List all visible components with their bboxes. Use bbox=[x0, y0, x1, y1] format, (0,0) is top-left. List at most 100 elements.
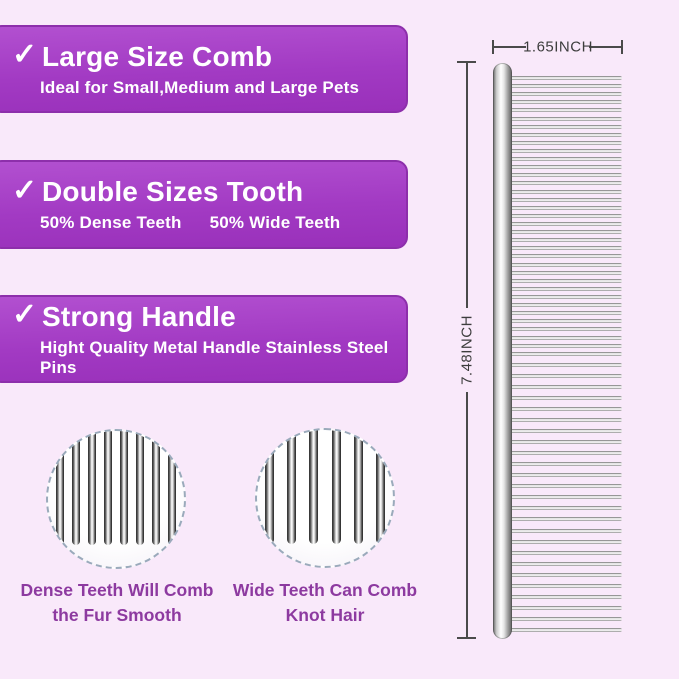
comb-tooth bbox=[508, 396, 622, 401]
comb-tooth bbox=[508, 352, 622, 356]
checkmark-icon: ✓ bbox=[12, 173, 38, 207]
comb-pin bbox=[152, 431, 160, 545]
comb-pin bbox=[72, 431, 80, 545]
comb-tooth bbox=[508, 385, 622, 390]
comb-tooth bbox=[508, 262, 622, 267]
comb-tooth bbox=[508, 189, 622, 194]
comb-tooth bbox=[508, 539, 622, 544]
comb-tooth bbox=[508, 294, 622, 299]
width-dim-tick-left bbox=[492, 40, 494, 54]
comb-tooth bbox=[508, 319, 622, 324]
comb-tooth bbox=[508, 286, 622, 291]
dense-pins-group bbox=[48, 431, 184, 567]
comb-tooth bbox=[508, 550, 622, 555]
width-dim-tick-right bbox=[621, 40, 623, 54]
comb-tooth bbox=[508, 76, 622, 80]
comb-tooth bbox=[508, 132, 622, 137]
comb-pin bbox=[287, 430, 297, 544]
wide-pins-group bbox=[257, 430, 393, 566]
width-dim-line-right bbox=[589, 46, 621, 48]
comb-tooth bbox=[508, 124, 622, 129]
comb-pin bbox=[88, 431, 96, 545]
comb-tooth bbox=[508, 246, 622, 251]
banner-subtitle-large-size: Ideal for Small,Medium and Large Pets bbox=[40, 77, 360, 97]
wide-teeth-caption-line2: Knot Hair bbox=[285, 605, 365, 625]
comb-tooth bbox=[508, 140, 622, 145]
comb-tooth bbox=[508, 270, 622, 275]
comb-tooth bbox=[508, 254, 622, 259]
comb-tooth bbox=[508, 506, 622, 511]
comb-tooth bbox=[508, 594, 622, 599]
comb-tooth bbox=[508, 157, 622, 162]
wide-teeth-group bbox=[508, 352, 622, 632]
comb-tooth bbox=[508, 116, 622, 121]
checkmark-icon: ✓ bbox=[12, 298, 38, 331]
comb-pin bbox=[168, 431, 176, 545]
comb-tooth bbox=[508, 165, 622, 170]
height-dimension-label: 7.48INCH bbox=[458, 315, 476, 385]
comb-pin bbox=[309, 430, 319, 544]
comb-pin bbox=[56, 431, 64, 545]
checkmark-icon: ✓ bbox=[12, 38, 38, 71]
comb-tooth bbox=[508, 627, 622, 632]
feature-banner-strong-handle: ✓ Strong Handle Hight Quality Metal Hand… bbox=[0, 295, 408, 383]
wide-teeth-caption-line1: Wide Teeth Can Comb bbox=[232, 580, 418, 600]
comb-tooth bbox=[508, 407, 622, 412]
width-dimension-label: 1.65INCH bbox=[523, 38, 593, 56]
comb-tooth bbox=[508, 335, 622, 340]
width-dim-line-left bbox=[494, 46, 526, 48]
comb-tooth bbox=[508, 517, 622, 522]
height-dim-line-bottom bbox=[466, 392, 468, 638]
comb-tooth bbox=[508, 616, 622, 621]
wide-teeth-percent-label: 50% Wide Teeth bbox=[209, 213, 341, 232]
banner-subtitle-strong-handle: Hight Quality Metal Handle Stainless Ste… bbox=[40, 337, 389, 377]
dense-teeth-group bbox=[508, 76, 622, 348]
comb-tooth bbox=[508, 495, 622, 500]
comb-tooth bbox=[508, 181, 622, 186]
dense-teeth-zoom-circle bbox=[46, 429, 186, 569]
comb-tooth bbox=[508, 213, 622, 218]
wide-teeth-zoom-circle bbox=[255, 428, 395, 568]
dense-teeth-percent-label: 50% Dense Teeth bbox=[40, 213, 182, 232]
comb-tooth bbox=[508, 303, 622, 308]
comb-pin bbox=[136, 431, 144, 545]
comb-tooth bbox=[508, 462, 622, 467]
feature-banner-double-sizes: ✓ Double Sizes Tooth 50% Dense Teeth 50%… bbox=[0, 160, 408, 249]
comb-tooth bbox=[508, 473, 622, 478]
comb-tooth bbox=[508, 238, 622, 243]
comb-pin bbox=[265, 430, 274, 544]
comb-tooth bbox=[508, 484, 622, 489]
feature-banner-large-size: ✓ Large Size Comb Ideal for Small,Medium… bbox=[0, 25, 408, 113]
comb-tooth bbox=[508, 173, 622, 178]
comb-tooth bbox=[508, 197, 622, 202]
comb-tooth bbox=[508, 108, 622, 113]
height-dim-tick-bottom bbox=[457, 637, 476, 639]
comb-tooth bbox=[508, 583, 622, 588]
dense-teeth-caption: Dense Teeth Will Comb the Fur Smooth bbox=[6, 578, 228, 628]
comb-tooth bbox=[508, 451, 622, 456]
comb-tooth bbox=[508, 561, 622, 566]
comb-tooth bbox=[508, 92, 622, 97]
comb-pin bbox=[120, 431, 128, 545]
comb-tooth bbox=[508, 429, 622, 434]
comb-tooth bbox=[508, 148, 622, 153]
comb-pin bbox=[353, 430, 363, 544]
comb-tooth bbox=[508, 327, 622, 332]
comb-spine bbox=[493, 63, 512, 639]
comb-tooth bbox=[508, 572, 622, 577]
comb-tooth bbox=[508, 528, 622, 533]
comb-tooth bbox=[508, 230, 622, 235]
wide-teeth-caption: Wide Teeth Can Comb Knot Hair bbox=[214, 578, 436, 628]
comb-tooth bbox=[508, 221, 622, 226]
banner-title-double-sizes: Double Sizes Tooth bbox=[42, 176, 304, 207]
comb-tooth bbox=[508, 343, 622, 348]
comb-tooth bbox=[508, 311, 622, 316]
comb-pin bbox=[331, 430, 341, 544]
banner-title-strong-handle: Strong Handle bbox=[42, 300, 236, 332]
comb-tooth bbox=[508, 605, 622, 610]
banner-subtitle-double-sizes: 50% Dense Teeth 50% Wide Teeth bbox=[40, 213, 406, 233]
comb-tooth bbox=[508, 374, 622, 379]
comb-tooth bbox=[508, 205, 622, 210]
comb-tooth bbox=[508, 363, 622, 368]
